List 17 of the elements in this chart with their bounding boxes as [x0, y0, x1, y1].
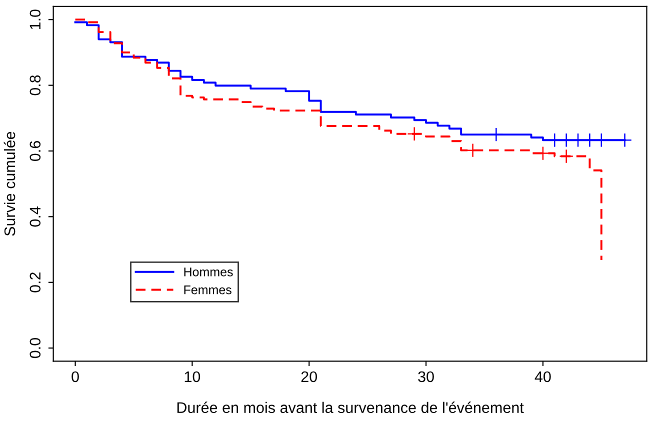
- y-tick-label: 0.6: [30, 141, 41, 161]
- x-axis-title: Durée en mois avant la survenance de l'événement: [177, 402, 524, 414]
- legend-label: Hommes: [184, 268, 233, 276]
- y-tick-label: 0.0: [30, 338, 41, 358]
- x-tick-label: 30: [418, 371, 434, 382]
- point: [488, 127, 504, 142]
- y-tick-label: 0.2: [30, 272, 41, 292]
- legend-label: Femmes: [184, 286, 232, 294]
- x-tick-label: 40: [534, 371, 551, 382]
- x-tick-label: 10: [184, 371, 200, 382]
- x-tick-label: 0: [72, 371, 79, 382]
- y-axis-title: Survie cumulée: [4, 132, 16, 236]
- point: [559, 149, 574, 164]
- y-tick-label: 1.0: [30, 10, 41, 30]
- x-tick-label: 20: [301, 371, 318, 382]
- y-tick-label: 0.8: [30, 75, 41, 96]
- y-tick-label: 0.4: [30, 206, 41, 227]
